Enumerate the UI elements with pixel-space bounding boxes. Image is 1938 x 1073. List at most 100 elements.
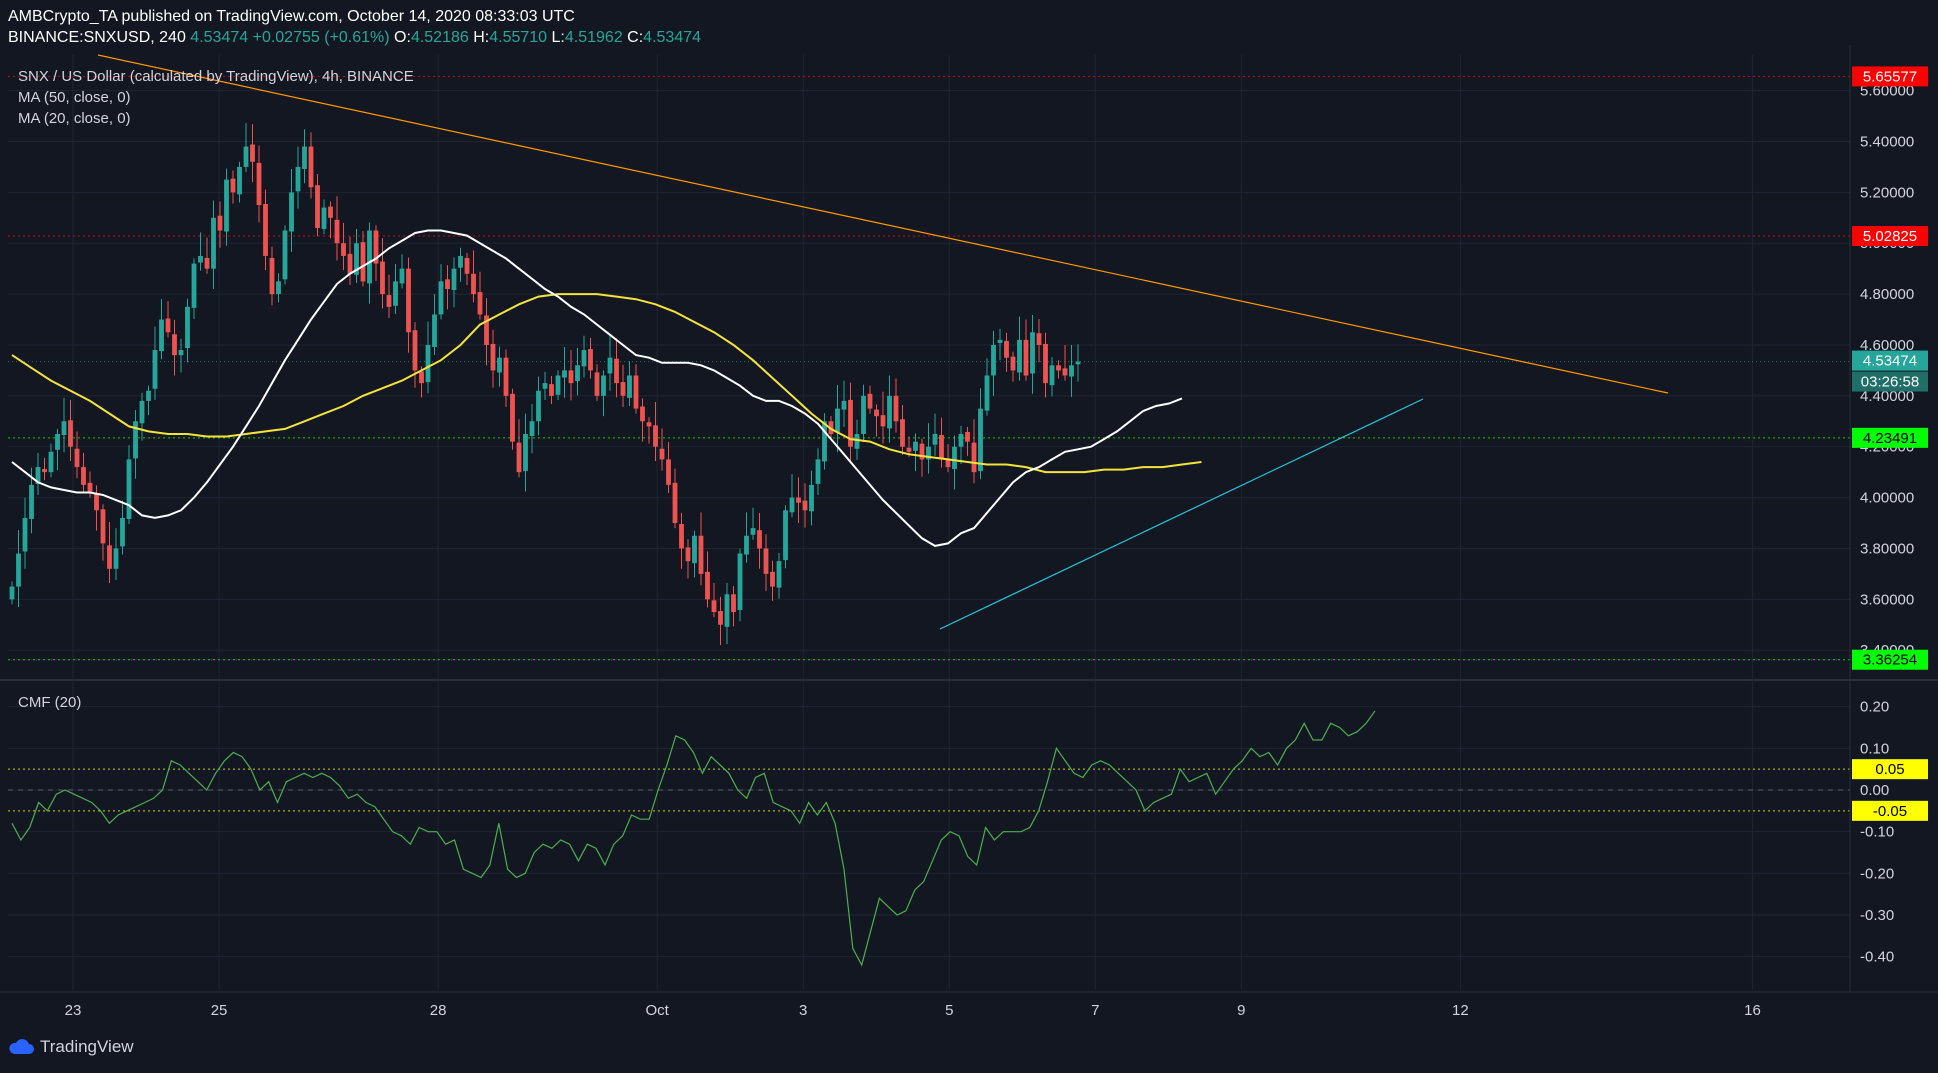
cmf-band-label: -0.05: [1873, 803, 1907, 820]
candle-body: [835, 408, 840, 432]
candle-body: [87, 482, 93, 493]
candle-body: [919, 443, 925, 460]
candle-body: [107, 545, 112, 569]
candle-body: [893, 395, 899, 422]
candle-body: [191, 263, 197, 308]
x-tick-label: 3: [799, 1002, 807, 1019]
candle-body: [302, 146, 307, 169]
candle-body: [614, 358, 619, 384]
candle-body: [269, 257, 275, 295]
candle-body: [1010, 356, 1016, 371]
cmf-tick-label: -0.20: [1860, 865, 1894, 882]
candle-body: [991, 344, 996, 376]
y-tick-label: 5.60000: [1860, 83, 1914, 100]
last-price-label: 4.53474: [1863, 353, 1917, 370]
legend-ma50: MA (50, close, 0): [18, 89, 131, 106]
y-tick-label: 4.00000: [1860, 490, 1914, 507]
candle-body: [620, 382, 626, 396]
candle-body: [250, 144, 255, 162]
level-price-label-bg: [1852, 649, 1928, 670]
candle-body: [211, 217, 216, 269]
candle-body: [243, 146, 249, 167]
low-label: L:: [551, 29, 565, 46]
ascending-trendline: [939, 398, 1424, 630]
candle-body: [1043, 343, 1048, 384]
candle-body: [594, 372, 600, 396]
candle-body: [289, 192, 294, 232]
candle-body: [822, 421, 827, 462]
candle-body: [1069, 365, 1074, 377]
candle-body: [74, 448, 80, 468]
y-tick-label: 3.80000: [1860, 540, 1914, 557]
candle-body: [308, 146, 314, 188]
candle-body: [568, 370, 574, 384]
candle-body: [354, 243, 359, 275]
candle-body: [555, 375, 561, 395]
candle-body: [653, 425, 658, 447]
x-tick-label: 16: [1744, 1002, 1761, 1019]
ohlc-line: BINANCE:SNXUSD, 240 4.53474 +0.02755 (+0…: [8, 27, 701, 48]
candle-body: [263, 204, 268, 256]
cmf-line: [11, 710, 1376, 967]
candle-body: [48, 451, 54, 473]
candle-body: [659, 448, 665, 460]
candle-body: [913, 441, 918, 451]
candle-body: [165, 318, 171, 333]
candle-body: [737, 553, 743, 611]
candle-body: [633, 375, 639, 409]
y-tick-label: 4.60000: [1860, 337, 1914, 354]
candle-body: [581, 350, 587, 367]
candle-body: [380, 261, 385, 295]
candle-body: [295, 166, 301, 192]
candle-body: [529, 421, 535, 437]
y-tick-label: 5.20000: [1860, 184, 1914, 201]
tradingview-brand[interactable]: TradingView: [8, 1037, 134, 1057]
candle-body: [224, 179, 229, 232]
x-tick-label: 12: [1452, 1002, 1469, 1019]
cmf-tick-label: 0.10: [1860, 740, 1889, 757]
candle-body: [802, 500, 808, 511]
last-price: 4.53474: [190, 29, 249, 46]
candle-body: [536, 390, 541, 422]
candle-body: [692, 535, 697, 564]
candle-body: [646, 422, 652, 427]
candle-body: [906, 447, 912, 452]
candle-body: [997, 339, 1003, 343]
candle-body: [1056, 365, 1061, 371]
candle-body: [783, 510, 788, 561]
candle-body: [497, 357, 502, 373]
x-tick-label: 5: [945, 1002, 953, 1019]
countdown-bg: [1852, 371, 1928, 392]
level-price-label: 4.23491: [1863, 430, 1917, 447]
candle-body: [549, 384, 554, 396]
candle-body: [958, 433, 964, 447]
legend-ma20: MA (20, close, 0): [18, 110, 131, 127]
ma20-line: [11, 229, 1183, 547]
price-change: +0.02755 (+0.61%): [252, 29, 390, 46]
candle-body: [113, 548, 119, 569]
candle-body: [22, 517, 28, 552]
candle-body: [35, 467, 41, 484]
candle-body: [841, 400, 847, 410]
candle-body: [724, 594, 730, 627]
candle-body: [854, 433, 860, 449]
candle-body: [373, 230, 379, 264]
candle-body: [367, 230, 372, 284]
level-price-label-bg: [1852, 226, 1928, 247]
candle-body: [55, 433, 60, 450]
candle-body: [542, 383, 548, 389]
open-value: 4.52186: [410, 29, 469, 46]
candle-body: [146, 390, 151, 401]
symbol-label: BINANCE:SNXUSD, 240: [8, 29, 186, 46]
cmf-tick-label: 0.00: [1860, 782, 1889, 799]
publish-line: AMBCrypto_TA published on TradingView.co…: [8, 8, 575, 25]
level-price-label-bg: [1852, 427, 1928, 448]
x-tick-label: 23: [65, 1002, 82, 1019]
cmf-tick-label: -0.10: [1860, 824, 1894, 841]
candle-body: [503, 357, 509, 396]
candle-body: [867, 393, 873, 409]
candle-body: [809, 484, 814, 512]
close-value: 4.53474: [643, 29, 702, 46]
level-price-label: 3.36254: [1863, 652, 1917, 669]
